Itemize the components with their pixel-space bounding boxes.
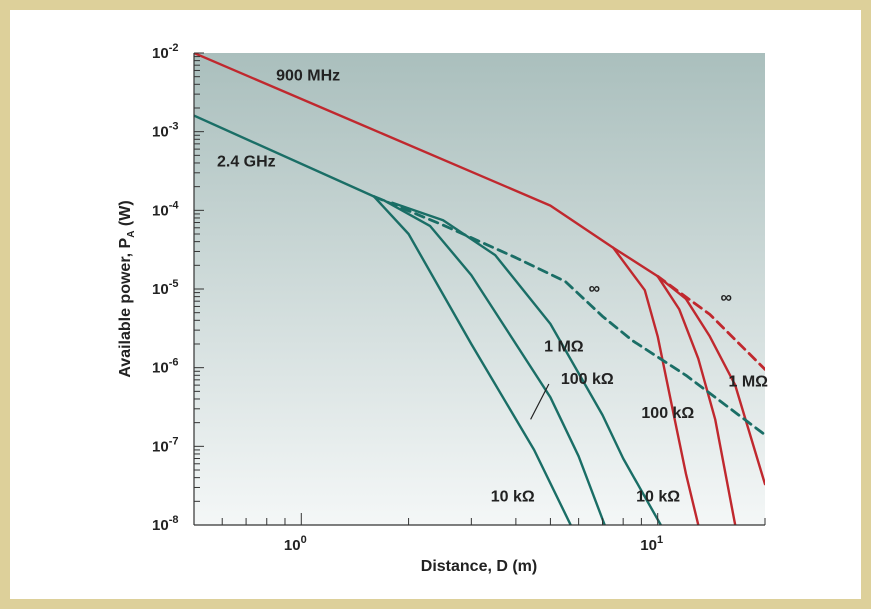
y-axis-label-unit: (W) [117, 200, 134, 230]
annotation-inf_mhz: ∞ [720, 290, 731, 307]
annotation-inf_ghz: ∞ [589, 280, 600, 297]
annotation-ghz_10k: 10 kΩ [491, 488, 535, 505]
annotation-mhz_10k: 10 kΩ [636, 488, 680, 505]
annotation-ghz: 2.4 GHz [217, 154, 276, 171]
y-tick-label: 10-3 [152, 121, 178, 141]
y-tick-label: 10-4 [152, 199, 179, 219]
series-line-900mhz-4 [612, 246, 700, 525]
annotation-mhz_1m: 1 MΩ [729, 373, 769, 390]
x-tick-label: 100 [284, 534, 307, 554]
series-line-900mhz-1 [656, 274, 765, 371]
x-axis-label: Distance, D (m) [421, 558, 537, 575]
y-tick-label: 10-7 [152, 435, 178, 455]
y-tick-label: 10-6 [152, 357, 178, 377]
y-axis-label: Available power, PA (W) [117, 200, 137, 377]
annotation-mhz: 900 MHz [276, 67, 340, 84]
y-axis-label-subscript: A [126, 231, 137, 238]
y-tick-label: 10-2 [152, 42, 178, 62]
series-line-2-4ghz-6 [372, 195, 765, 437]
series-line-2-4ghz-8 [382, 198, 606, 525]
series-line-2-4ghz-7 [391, 201, 662, 525]
x-tick-label: 101 [640, 534, 663, 554]
y-tick-label: 10-8 [152, 514, 178, 534]
leader-line-100k [530, 383, 550, 420]
annotation-ghz_1m: 1 MΩ [544, 339, 584, 356]
series-line-900mhz-2 [684, 297, 765, 486]
annotation-ghz_100k: 100 kΩ [561, 371, 614, 388]
series-line-2-4ghz-5 [194, 114, 376, 198]
series-line-2-4ghz-9 [372, 195, 572, 525]
y-tick-label: 10-5 [152, 278, 178, 298]
annotation-mhz_100k: 100 kΩ [641, 405, 694, 422]
series-line-900mhz-3 [656, 275, 737, 525]
